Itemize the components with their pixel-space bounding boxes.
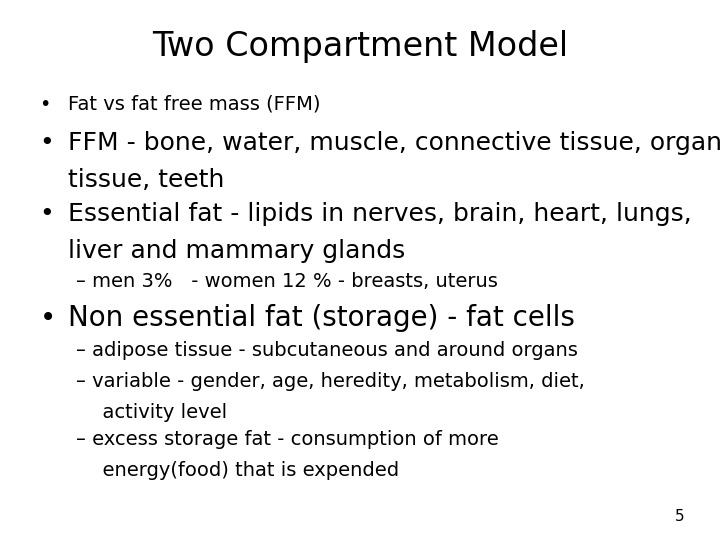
Text: – variable - gender, age, heredity, metabolism, diet,: – variable - gender, age, heredity, meta… [76, 372, 585, 391]
Text: •: • [40, 131, 54, 155]
Text: – men 3%   - women 12 % - breasts, uterus: – men 3% - women 12 % - breasts, uterus [76, 273, 498, 292]
Text: tissue, teeth: tissue, teeth [68, 168, 225, 192]
Text: Essential fat - lipids in nerves, brain, heart, lungs,: Essential fat - lipids in nerves, brain,… [68, 202, 692, 226]
Text: activity level: activity level [90, 403, 227, 422]
Text: – adipose tissue - subcutaneous and around organs: – adipose tissue - subcutaneous and arou… [76, 341, 577, 360]
Text: •: • [40, 304, 56, 332]
Text: Fat vs fat free mass (FFM): Fat vs fat free mass (FFM) [68, 94, 321, 113]
Text: energy(food) that is expended: energy(food) that is expended [90, 461, 399, 480]
Text: – excess storage fat - consumption of more: – excess storage fat - consumption of mo… [76, 430, 498, 449]
Text: •: • [40, 202, 54, 226]
Text: FFM - bone, water, muscle, connective tissue, organ: FFM - bone, water, muscle, connective ti… [68, 131, 720, 155]
Text: liver and mammary glands: liver and mammary glands [68, 239, 405, 262]
Text: •: • [40, 94, 51, 113]
Text: Non essential fat (storage) - fat cells: Non essential fat (storage) - fat cells [68, 304, 575, 332]
Text: 5: 5 [675, 509, 684, 524]
Text: Two Compartment Model: Two Compartment Model [152, 30, 568, 63]
